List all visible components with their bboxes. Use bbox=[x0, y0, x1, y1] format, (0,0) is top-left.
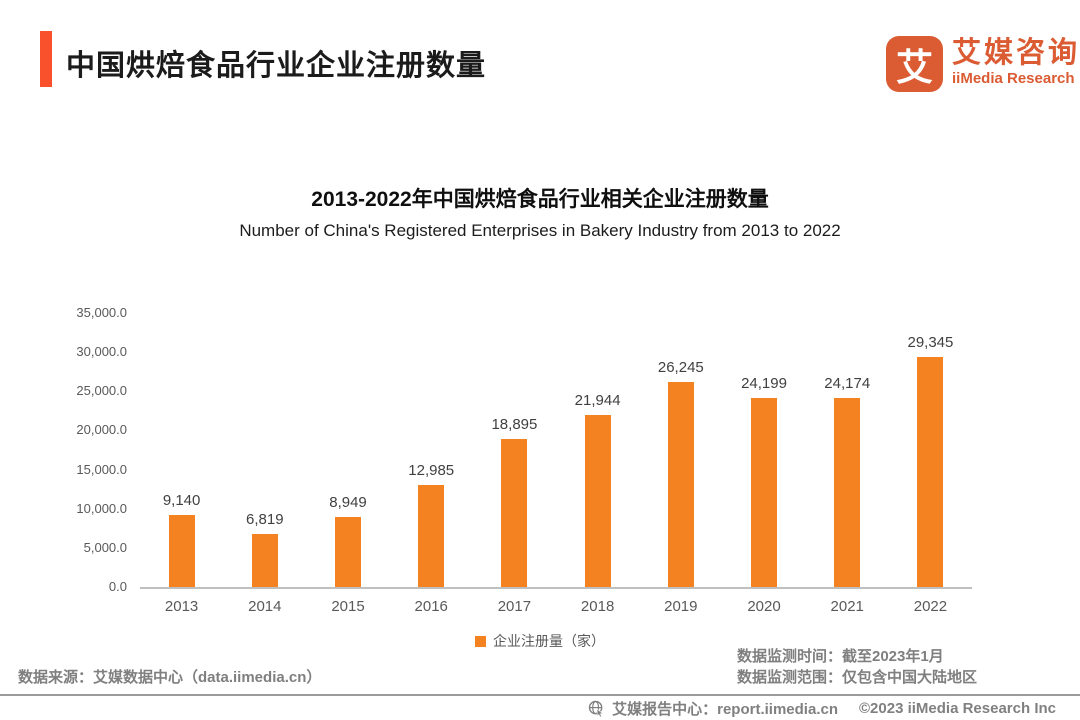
bar-value-label: 6,819 bbox=[246, 510, 284, 528]
bar bbox=[584, 415, 611, 587]
x-tick-label: 2021 bbox=[830, 598, 864, 615]
y-tick-label: 30,000.0 bbox=[76, 344, 127, 360]
bar-value-label: 8,949 bbox=[329, 493, 367, 511]
bar-value-label: 18,895 bbox=[491, 416, 538, 434]
bar-value-label: 24,174 bbox=[824, 374, 871, 392]
bar-value-label: 9,140 bbox=[162, 492, 201, 510]
y-tick-label: 20,000.0 bbox=[76, 422, 127, 438]
legend-swatch bbox=[475, 635, 486, 647]
x-tick-label: 2017 bbox=[497, 598, 532, 615]
y-tick-label: 35,000.0 bbox=[76, 305, 127, 320]
bar-group-2017: 18,895 2017 bbox=[473, 313, 556, 615]
x-tick-label: 2022 bbox=[913, 598, 948, 615]
y-axis: 35,000.0 30,000.0 25,000.0 20,000.0 15,000.0… bbox=[30, 305, 127, 594]
logo-text: 艾媒咨询 iiMedia Research bbox=[952, 36, 1080, 88]
copyright-text: ©2023 iiMedia Research Inc bbox=[859, 700, 1056, 717]
x-tick-label: 2018 bbox=[580, 598, 615, 615]
x-axis-line bbox=[140, 587, 972, 589]
bar-value-label: 12,985 bbox=[408, 462, 455, 480]
x-tick-label: 2015 bbox=[331, 598, 365, 615]
monitor-scope-note: 数据监测范围：仅包含中国大陆地区 bbox=[737, 669, 978, 686]
bar bbox=[667, 381, 694, 587]
chart-legend: 企业注册量（家） bbox=[0, 631, 1080, 651]
iimedia-logo: 艾 艾媒咨询 iiMedia Research bbox=[886, 36, 1080, 92]
data-monitor-notes: 数据监测时间：截至2023年1月 数据监测范围：仅包含中国大陆地区 bbox=[737, 646, 977, 688]
bottom-divider bbox=[0, 694, 1080, 696]
y-tick-label: 0.0 bbox=[108, 579, 127, 594]
y-tick-label: 5,000.0 bbox=[83, 539, 127, 555]
y-tick-label: 15,000.0 bbox=[76, 461, 127, 477]
bar-group-2014: 6,819 2014 bbox=[223, 313, 306, 615]
globe-cursor-icon bbox=[588, 700, 605, 717]
bar bbox=[251, 533, 278, 587]
x-tick-label: 2014 bbox=[248, 598, 282, 615]
bar-group-2022: 29,345 2022 bbox=[889, 313, 972, 615]
bar-group-2020: 24,199 2020 bbox=[722, 313, 805, 615]
bar-group-2013: 9,140 2013 bbox=[140, 313, 223, 615]
title-accent-bar bbox=[40, 31, 52, 87]
iimedia-logo-icon: 艾 bbox=[886, 36, 943, 92]
data-source-note: 数据来源：艾媒数据中心（data.iimedia.cn） bbox=[18, 669, 322, 686]
bottom-bar: 艾媒报告中心：report.iimedia.cn ©2023 iiMedia R… bbox=[588, 698, 1056, 719]
bar-group-2019: 26,245 2019 bbox=[639, 313, 722, 616]
bar bbox=[751, 397, 778, 587]
bar-value-label: 26,245 bbox=[657, 358, 704, 376]
chart-subtitle: Number of China's Registered Enterprises… bbox=[239, 221, 841, 240]
bar-group-2021: 24,174 2021 bbox=[806, 313, 889, 615]
legend-label: 企业注册量（家） bbox=[493, 633, 605, 649]
y-tick-label: 25,000.0 bbox=[76, 383, 127, 399]
bar-chart-plot-area: 9,140 2013 6,819 2014 8,949 2015 12,985 2016 18,… bbox=[140, 313, 972, 616]
x-tick-label: 2016 bbox=[414, 598, 448, 615]
logo-name-cn: 艾媒咨询 bbox=[952, 37, 1080, 69]
bar-value-label: 24,199 bbox=[741, 374, 787, 392]
x-tick-label: 2020 bbox=[747, 598, 781, 615]
report-center-link: 艾媒报告中心：report.iimedia.cn bbox=[612, 701, 838, 718]
bar bbox=[917, 357, 944, 587]
bar-group-2015: 8,949 2015 bbox=[306, 313, 389, 615]
bar bbox=[501, 439, 528, 587]
bar-group-2018: 21,944 2018 bbox=[556, 313, 639, 615]
bar bbox=[335, 516, 361, 587]
bar-group-2016: 12,985 2016 bbox=[390, 313, 473, 615]
y-tick-label: 10,000.0 bbox=[76, 500, 127, 516]
logo-name-en: iiMedia Research bbox=[952, 70, 1075, 87]
bar bbox=[834, 397, 861, 587]
bar-value-label: 29,345 bbox=[907, 334, 954, 352]
bar-value-label: 21,944 bbox=[574, 392, 621, 410]
bar bbox=[168, 515, 195, 587]
chart-title: 2013-2022年中国烘焙食品行业相关企业注册数量 bbox=[311, 188, 769, 211]
x-tick-label: 2019 bbox=[664, 598, 698, 615]
x-tick-label: 2013 bbox=[164, 598, 199, 615]
page-title: 中国烘焙食品行业企业注册数量 bbox=[66, 50, 487, 82]
monitor-time-note: 数据监测时间：截至2023年1月 bbox=[737, 648, 944, 665]
logo-mark-glyph: 艾 bbox=[896, 47, 933, 88]
bar bbox=[418, 485, 445, 587]
